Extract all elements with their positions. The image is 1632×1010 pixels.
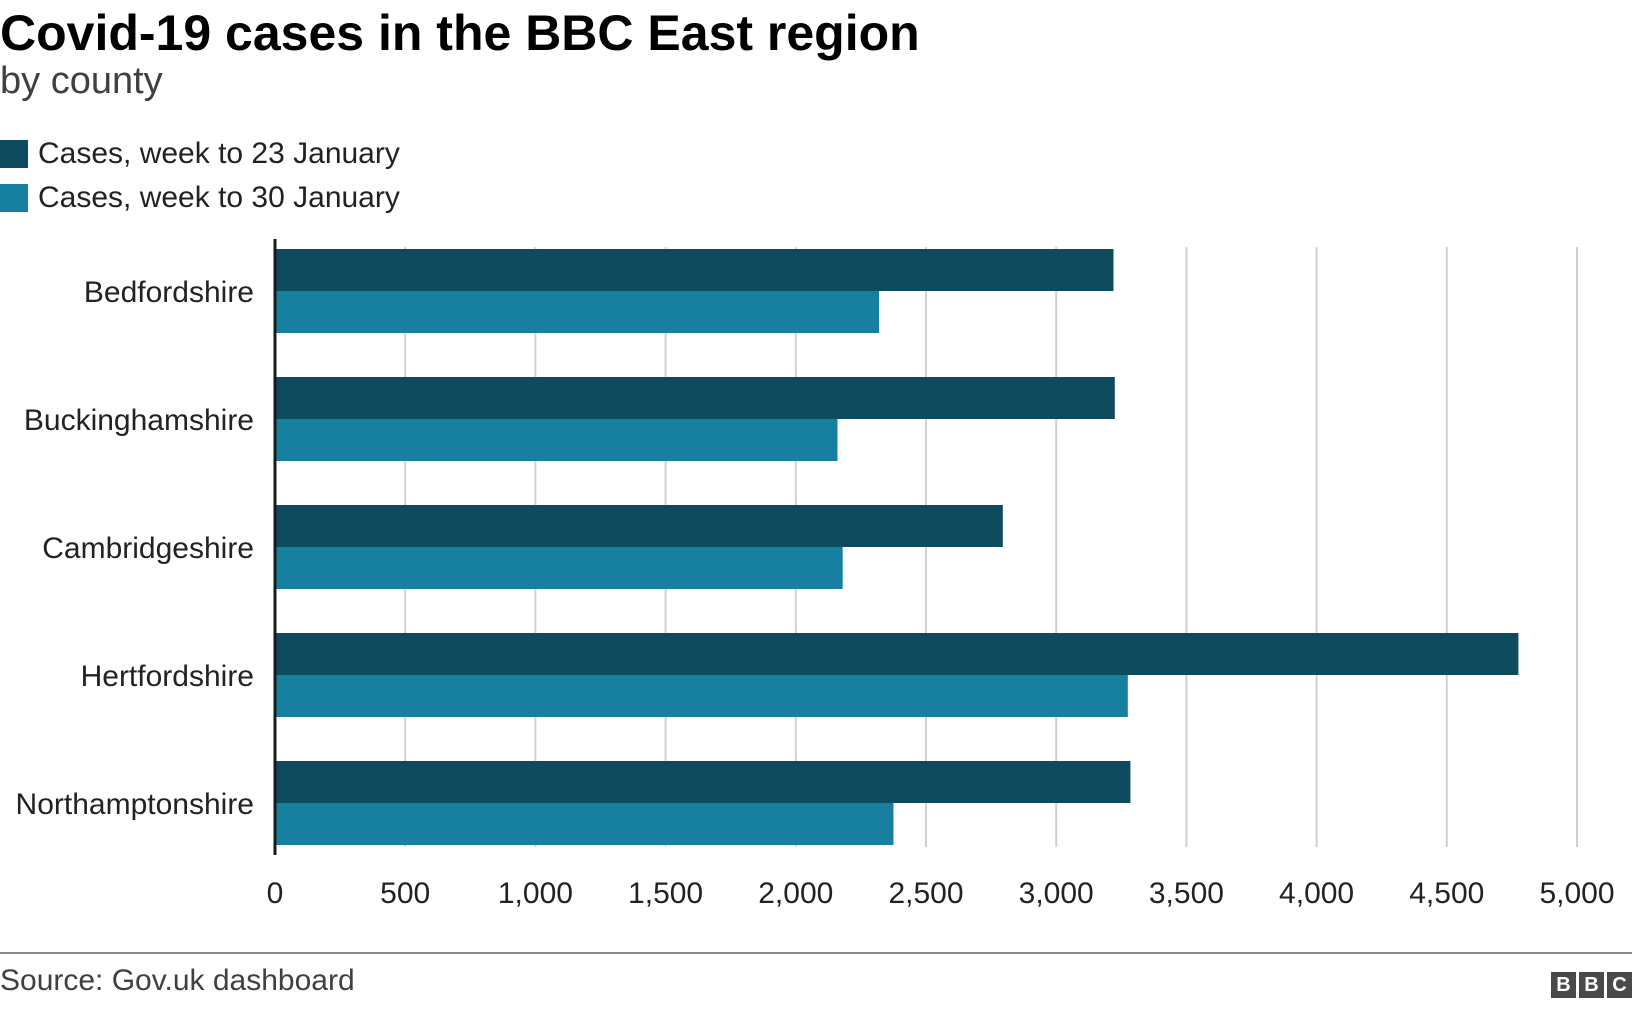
bar-cambridgeshire-series-2 [275, 547, 843, 589]
legend-swatch-week-23 [0, 140, 28, 168]
footer-divider [0, 952, 1632, 954]
category-label-hertfordshire: Hertfordshire [81, 660, 254, 693]
x-tick-label-2500: 2,500 [888, 877, 963, 910]
legend-item-week-23: Cases, week to 23 January [0, 132, 400, 176]
x-tick-label-1500: 1,500 [628, 877, 703, 910]
bar-hertfordshire-series-2 [275, 675, 1128, 717]
category-label-bedfordshire: Bedfordshire [84, 276, 254, 309]
bar-northamptonshire-series-1 [275, 761, 1131, 803]
bar-northamptonshire-series-2 [275, 803, 894, 845]
bar-bedfordshire-series-1 [275, 249, 1114, 291]
bbc-logo-block-2: B [1579, 972, 1604, 998]
source-note: Source: Gov.uk dashboard [0, 964, 355, 997]
bar-chart: Bedfordshire Buckinghamshire Cambridgeshir… [16, 239, 1615, 910]
category-label-cambridgeshire: Cambridgeshire [42, 532, 254, 565]
bbc-logo: B B C [1551, 972, 1632, 998]
legend: Cases, week to 23 January Cases, week to… [0, 132, 400, 220]
x-tick-label-4500: 4,500 [1409, 877, 1484, 910]
bar-buckinghamshire-series-2 [275, 419, 838, 461]
bbc-logo-block-3: C [1607, 972, 1632, 998]
x-tick-label-3500: 3,500 [1149, 877, 1224, 910]
legend-item-week-30: Cases, week to 30 January [0, 176, 400, 220]
legend-label-week-30: Cases, week to 30 January [38, 181, 400, 214]
bar-buckinghamshire-series-1 [275, 377, 1115, 419]
x-tick-label-5000: 5,000 [1539, 877, 1614, 910]
legend-swatch-week-30 [0, 184, 28, 212]
x-tick-label-3000: 3,000 [1019, 877, 1094, 910]
x-tick-label-4000: 4,000 [1279, 877, 1354, 910]
x-tick-label-500: 500 [380, 877, 430, 910]
x-tick-label-0: 0 [267, 877, 284, 910]
x-tick-label-2000: 2,000 [758, 877, 833, 910]
bbc-logo-block-1: B [1551, 972, 1576, 998]
chart-subtitle: by county [0, 60, 163, 102]
x-tick-label-1000: 1,000 [498, 877, 573, 910]
category-label-northamptonshire: Northamptonshire [16, 788, 254, 821]
bar-hertfordshire-series-1 [275, 633, 1519, 675]
bar-cambridgeshire-series-1 [275, 505, 1003, 547]
bar-bedfordshire-series-2 [275, 291, 880, 333]
chart-title: Covid-19 cases in the BBC East region [0, 5, 920, 61]
legend-label-week-23: Cases, week to 23 January [38, 137, 400, 170]
category-label-buckinghamshire: Buckinghamshire [24, 404, 254, 437]
